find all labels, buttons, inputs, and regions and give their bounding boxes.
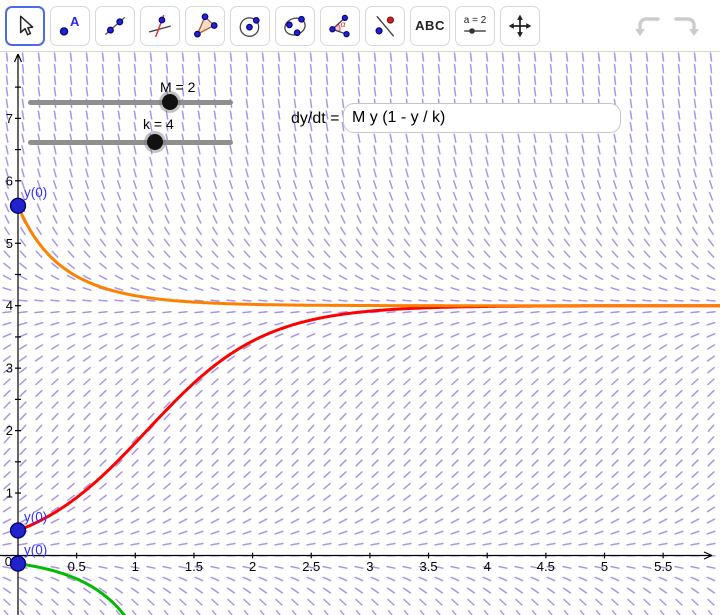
slider-m-track[interactable] (28, 100, 233, 105)
lower-solution-curve[interactable] (16, 562, 131, 615)
slider-m-label: M = 2 (160, 79, 196, 95)
slider-tool-label: a = 2 (463, 14, 487, 26)
line-through-points-icon (102, 13, 128, 39)
undo-icon (632, 17, 664, 42)
point-label: y(0) (24, 510, 47, 525)
svg-text:2: 2 (249, 559, 256, 574)
origin-label: 0 (5, 554, 12, 569)
polygon-tool-button[interactable] (185, 5, 225, 46)
svg-text:2.5: 2.5 (302, 559, 320, 574)
svg-text:4.5: 4.5 (537, 559, 555, 574)
svg-text:3.5: 3.5 (420, 559, 438, 574)
axes (0, 53, 713, 615)
toolbar: A (0, 0, 720, 52)
perpendicular-line-tool-button[interactable] (140, 5, 180, 46)
circle-tool-button[interactable] (230, 5, 270, 46)
slider-m-handle[interactable] (162, 94, 178, 110)
svg-text:6: 6 (6, 173, 13, 188)
angle-icon: α (327, 13, 353, 39)
svg-text:3: 3 (6, 361, 13, 376)
move-graphics-view-button[interactable] (500, 5, 540, 46)
move-tool-button[interactable] (5, 5, 45, 46)
text-tool-button[interactable]: ABC (410, 5, 450, 46)
svg-text:5: 5 (601, 559, 608, 574)
reflect-about-line-icon (372, 13, 398, 39)
undo-button[interactable] (632, 13, 664, 39)
equation-input[interactable] (343, 103, 621, 133)
equation-label: dy/dt = (291, 110, 340, 127)
svg-text:5: 5 (6, 236, 13, 251)
text-tool-icon: ABC (415, 18, 445, 33)
ellipse-tool-button[interactable] (275, 5, 315, 46)
slider-glyph-icon (462, 26, 488, 36)
history-controls (632, 13, 702, 39)
ellipse-icon (282, 13, 308, 39)
middle-solution-curve[interactable] (16, 304, 720, 532)
svg-text:3: 3 (366, 559, 373, 574)
plot-svg: 0.5 1 1.5 2 2.5 3 3.5 4 4.5 5 5.5 1 2 3 4 5 6 7 0 y(0) y(0) y… (0, 52, 720, 615)
polygon-icon (192, 12, 218, 39)
redo-button[interactable] (670, 13, 702, 39)
point-label-glyph: A (70, 14, 80, 29)
point-label: y(0) (24, 543, 47, 558)
slider-k-handle[interactable] (147, 134, 163, 150)
point-label: y(0) (24, 185, 47, 200)
slider-k-track[interactable] (28, 140, 233, 145)
svg-text:7: 7 (6, 111, 13, 126)
cursor-arrow-icon (12, 13, 38, 39)
slider-tool-button[interactable]: a = 2 (455, 5, 495, 46)
axis-labels: 0.5 1 1.5 2 2.5 3 3.5 4 4.5 5 5.5 1 2 3 4 5 6 7 0 (5, 111, 672, 574)
svg-text:1: 1 (6, 486, 13, 501)
svg-text:5.5: 5.5 (654, 559, 672, 574)
svg-text:0.5: 0.5 (68, 559, 86, 574)
initial-condition-point[interactable] (9, 197, 27, 214)
circle-with-center-icon (237, 13, 263, 39)
svg-text:4: 4 (6, 298, 13, 313)
svg-text:1.5: 1.5 (185, 559, 203, 574)
svg-text:4: 4 (484, 559, 491, 574)
slider-k-label: k = 4 (143, 116, 174, 132)
move-view-arrows-icon (507, 13, 533, 39)
graphics-view[interactable]: 0.5 1 1.5 2 2.5 3 3.5 4 4.5 5 5.5 1 2 3 4 5 6 7 0 y(0) y(0) y… (0, 52, 720, 615)
slope-field (2, 52, 716, 615)
svg-text:2: 2 (6, 423, 13, 438)
initial-condition-point[interactable] (9, 522, 27, 539)
angle-tool-button[interactable]: α (320, 5, 360, 46)
perpendicular-line-icon (147, 13, 173, 39)
redo-icon (670, 17, 702, 42)
svg-text:1: 1 (132, 559, 139, 574)
line-tool-button[interactable] (95, 5, 135, 46)
point-tool-button[interactable]: A (50, 5, 90, 46)
initial-condition-point[interactable] (9, 555, 27, 572)
alpha-glyph: α (341, 19, 347, 29)
reflect-tool-button[interactable] (365, 5, 405, 46)
upper-solution-curve[interactable] (16, 204, 720, 308)
labeled-point-icon: A (57, 13, 83, 39)
